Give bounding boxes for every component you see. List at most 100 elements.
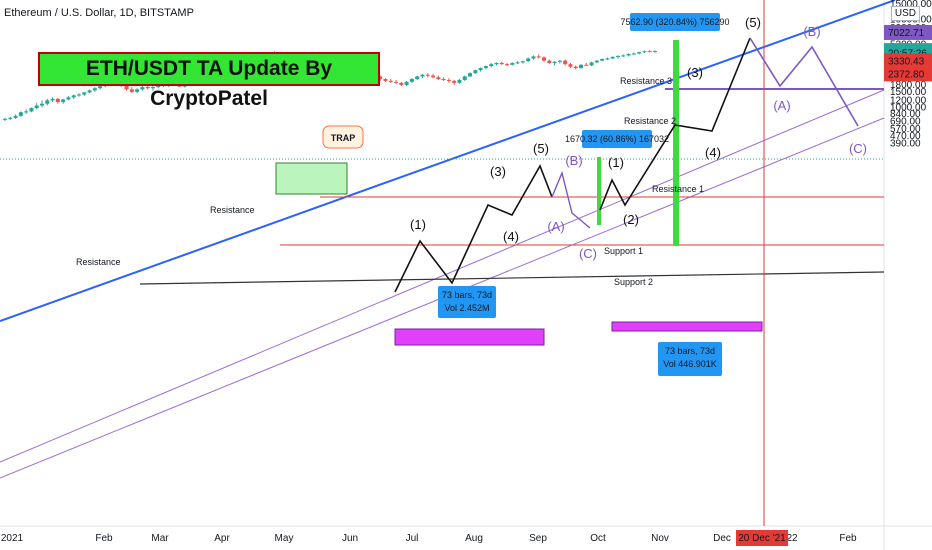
wave-path-1: [394, 164, 553, 293]
candle-body: [82, 92, 87, 95]
x-tick-label: 22: [786, 533, 798, 544]
candle-body: [124, 85, 129, 90]
measure-bar-small: [597, 157, 601, 225]
candle-body: [76, 94, 81, 96]
candle-body: [468, 73, 473, 77]
resistance3-label: Resistance 3: [620, 76, 672, 86]
candle-body: [431, 75, 436, 78]
range-box-left: [394, 328, 545, 346]
candle-body: [87, 90, 92, 93]
candle-body: [642, 51, 647, 53]
candle-body: [536, 56, 541, 58]
candle-body: [653, 51, 657, 53]
candle-body: [547, 60, 552, 63]
date-marker-text: 20 Dec '21: [738, 533, 786, 544]
candle-body: [610, 56, 615, 59]
candle-body: [150, 87, 155, 89]
bars-box-right-text: Vol 446.901K: [663, 359, 717, 369]
candle-body: [409, 79, 414, 82]
y-tick-label: 1000.00: [890, 102, 927, 113]
candle-body: [568, 64, 573, 67]
candle-body: [483, 66, 488, 69]
bars-box-left-text: 73 bars, 73d: [442, 290, 492, 300]
candle-body: [383, 79, 388, 81]
candle-body: [441, 79, 446, 81]
candle-body: [600, 59, 605, 61]
candle-body: [510, 62, 515, 65]
wave-label: (1): [410, 217, 426, 232]
y-tick-label: 1800.00: [890, 80, 927, 91]
candle-body: [584, 64, 589, 66]
candle-body: [489, 64, 494, 67]
wave-label: (C): [579, 246, 597, 261]
candle-body: [626, 53, 631, 56]
wave-label: (B): [803, 24, 820, 39]
channel-upper-line: [0, 0, 896, 322]
candle-body: [526, 58, 531, 62]
wave-label: (5): [533, 141, 549, 156]
x-tick-label: Dec: [713, 533, 731, 544]
candle-body: [515, 62, 520, 64]
price-badge-s2: [884, 66, 932, 82]
candle-body: [420, 74, 425, 77]
support2-label: Support 2: [614, 277, 653, 287]
candle-body: [129, 89, 134, 92]
candle-body: [621, 55, 626, 57]
candle-body: [24, 111, 29, 113]
candle-body: [542, 57, 547, 61]
candle-body: [563, 60, 568, 65]
wave-label: (B): [565, 153, 582, 168]
y-tick-label: 570.00: [890, 124, 921, 135]
y-tick-label: 840.00: [890, 109, 921, 120]
candle-body: [499, 62, 504, 65]
symbol-title[interactable]: Ethereum / U.S. Dollar, 1D, BITSTAMP: [4, 7, 194, 19]
x-tick-label: Feb: [839, 533, 857, 544]
range-box-right: [611, 321, 763, 332]
x-tick-label: Mar: [151, 533, 169, 544]
x-tick-label: Sep: [529, 533, 547, 544]
candle-body: [415, 76, 420, 80]
measure-bar-large: [673, 40, 679, 246]
x-tick-label: Jul: [406, 533, 419, 544]
channel-mid-line: [0, 89, 885, 463]
candle-body: [135, 89, 140, 92]
bars-box-left-text: Vol 2.452M: [444, 303, 489, 313]
candle-body: [13, 115, 18, 118]
candle-body: [177, 85, 182, 87]
candle-body: [457, 79, 462, 83]
candle-body: [637, 52, 642, 54]
x-tick-label: Apr: [214, 533, 230, 544]
box-mid-text: 1670.32 (60.86%) 167032: [565, 134, 669, 144]
resistance-label-left: Resistance: [76, 257, 121, 267]
y-tick-label: 1200.00: [890, 95, 927, 106]
wave-label: (A): [547, 219, 564, 234]
candle-body: [494, 62, 499, 65]
candle-body: [579, 64, 584, 69]
wave-label: (3): [490, 164, 506, 179]
candle-body: [631, 53, 636, 55]
y-tick-label: 690.00: [890, 117, 921, 128]
currency-label[interactable]: USD: [890, 6, 920, 21]
candle-body: [552, 61, 557, 63]
candle-body: [66, 97, 71, 100]
candle-body: [399, 82, 404, 85]
wave-label: (A): [773, 98, 790, 113]
candle-body: [531, 56, 536, 59]
y-tick-label: 390.00: [890, 138, 921, 149]
title-banner: ETH/USDT TA Update By CryptoPatel: [38, 52, 380, 110]
candle-body: [140, 87, 145, 90]
candle-body: [605, 58, 610, 60]
candle-body: [425, 74, 430, 76]
candle-body: [55, 98, 60, 103]
candle-body: [50, 98, 55, 101]
resistance-label-mid: Resistance: [210, 205, 255, 215]
resistance1-label: Resistance 1: [652, 184, 704, 194]
candle-body: [436, 77, 441, 80]
candle-body: [3, 118, 7, 120]
wave-label: (2): [623, 212, 639, 227]
candle-body: [18, 112, 23, 116]
x-tick-label: Oct: [590, 533, 606, 544]
x-tick-label: Aug: [465, 533, 483, 544]
bars-box-right-text: 73 bars, 73d: [665, 346, 715, 356]
